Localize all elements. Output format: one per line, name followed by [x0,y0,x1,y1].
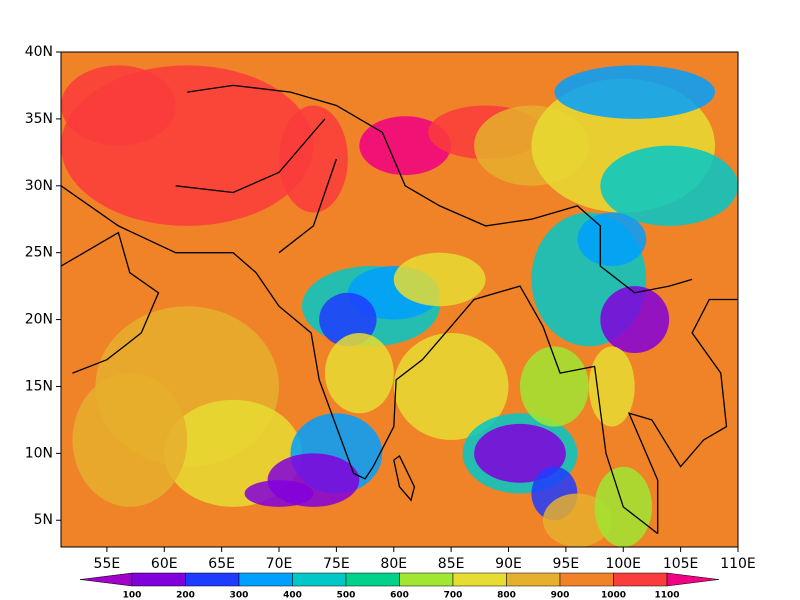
field-patch [519,346,589,427]
x-tick-label: 60E [151,556,178,572]
y-tick-label: 20N [25,312,53,328]
coastline [175,118,326,194]
colorbar-label: 300 [230,591,249,600]
field-patch [393,252,486,307]
coastline [393,455,416,502]
colorbar-segment [131,572,186,587]
colorbar-label: 200 [176,591,195,600]
field-patch [588,346,635,427]
colorbar-label: 900 [551,591,570,600]
y-tick-label: 35N [25,111,53,127]
colorbar-segment [452,572,507,587]
field-patch [164,399,302,507]
colorbar-segment [559,572,614,587]
field-patch [600,145,738,226]
field-patch [319,292,377,347]
x-tick-label: 100E [605,556,641,572]
x-tick-label: 95E [553,556,580,572]
colorbar-segment [292,572,347,587]
x-tick-label: 75E [323,556,350,572]
colorbar-label: 1100 [654,591,679,600]
colorbar-segment [613,572,668,587]
colorbar-label: 400 [283,591,302,600]
field-patch [324,332,394,414]
x-tick-label: 65E [208,556,235,572]
colorbar-label: 800 [497,591,516,600]
colorbar-label: 500 [337,591,356,600]
coastline [187,84,693,294]
y-tick-label: 5N [34,512,53,528]
y-tick-label: 10N [25,445,53,461]
colorbar-label: 700 [444,591,463,600]
y-tick-label: 15N [25,378,53,394]
map-frame [60,51,739,548]
x-tick-label: 110E [720,556,756,572]
colorbar-segment [399,572,454,587]
colorbar-segment [666,572,720,587]
colorbar-segment [238,572,293,587]
colorbar-label: 1000 [601,591,626,600]
colorbar-label: 600 [390,591,409,600]
x-tick-label: 105E [663,556,699,572]
colorbar-segment [345,572,400,587]
map-field [61,52,738,547]
field-patch [554,65,716,119]
coastline [627,298,738,534]
field-patch [600,286,670,354]
y-tick-label: 30N [25,178,53,194]
x-tick-label: 85E [438,556,465,572]
y-tick-label: 25N [25,245,53,261]
coastline [61,185,257,274]
x-tick-label: 70E [266,556,293,572]
field-patch [359,116,452,176]
colorbar-segment [185,572,240,587]
colorbar-segment [506,572,561,587]
colorbar-label: 100 [123,591,142,600]
field-patch [244,480,314,507]
x-tick-label: 55E [94,556,121,572]
x-tick-label: 90E [495,556,522,572]
field-patch [474,423,566,483]
field-patch [61,65,176,146]
field-patch [646,359,738,494]
coastline [61,231,160,374]
field-patch [279,105,348,213]
coastline [278,158,338,254]
field-patch [577,212,647,267]
y-tick-label: 40N [25,44,53,60]
coastline [255,272,659,535]
field-patch [72,373,188,507]
colorbar-segment [79,572,133,587]
x-tick-label: 80E [380,556,407,572]
